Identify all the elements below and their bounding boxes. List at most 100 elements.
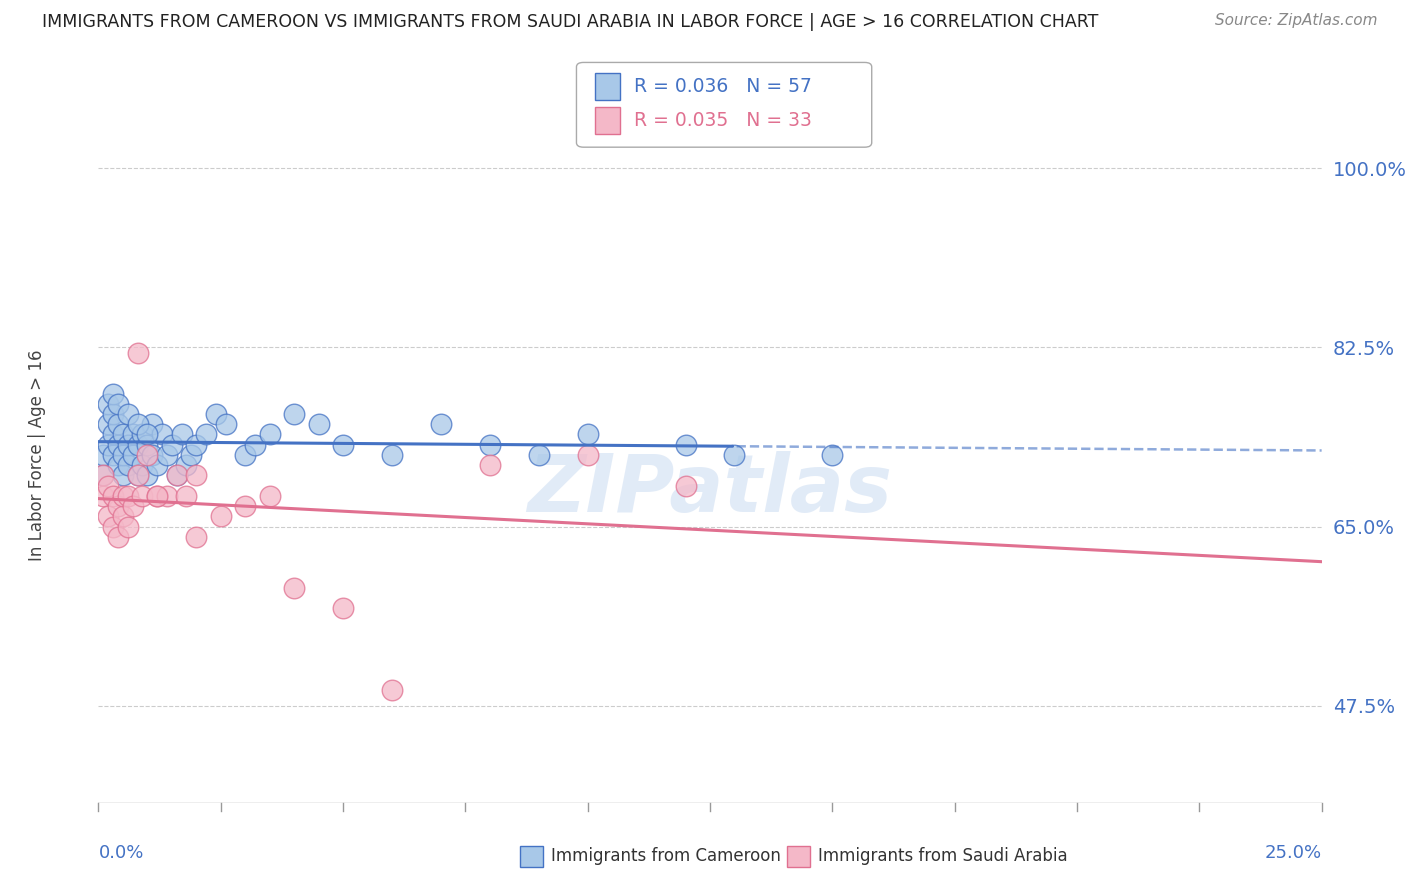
Point bbox=[186, 438, 208, 452]
Point bbox=[107, 458, 129, 472]
Point bbox=[156, 448, 179, 462]
Point bbox=[91, 448, 114, 462]
Point bbox=[821, 448, 844, 462]
Point bbox=[176, 458, 198, 472]
Point bbox=[156, 489, 179, 503]
Point bbox=[150, 427, 173, 442]
Point bbox=[576, 427, 599, 442]
Point bbox=[121, 499, 143, 513]
Point bbox=[97, 397, 120, 411]
Point bbox=[101, 386, 124, 401]
Point bbox=[283, 581, 305, 595]
Text: Source: ZipAtlas.com: Source: ZipAtlas.com bbox=[1215, 13, 1378, 29]
Point bbox=[101, 448, 124, 462]
Point bbox=[101, 519, 124, 533]
Point bbox=[259, 427, 281, 442]
Point bbox=[214, 417, 236, 432]
Point bbox=[97, 417, 120, 432]
Point bbox=[308, 417, 330, 432]
Text: 25.0%: 25.0% bbox=[1264, 844, 1322, 862]
Point bbox=[259, 489, 281, 503]
Point bbox=[136, 448, 159, 462]
Point bbox=[381, 683, 404, 698]
Point bbox=[176, 489, 198, 503]
Point bbox=[141, 448, 163, 462]
Point bbox=[127, 417, 149, 432]
Point bbox=[166, 468, 188, 483]
Point bbox=[146, 489, 169, 503]
Point bbox=[136, 468, 159, 483]
Point bbox=[332, 438, 354, 452]
Point bbox=[117, 458, 139, 472]
Point bbox=[111, 427, 134, 442]
Point bbox=[283, 407, 305, 421]
Point bbox=[101, 407, 124, 421]
Point bbox=[576, 448, 599, 462]
Point bbox=[117, 407, 139, 421]
Point bbox=[136, 427, 159, 442]
Point bbox=[117, 489, 139, 503]
Point bbox=[170, 427, 193, 442]
Point bbox=[205, 407, 228, 421]
Point bbox=[111, 489, 134, 503]
Point bbox=[91, 468, 114, 483]
Point bbox=[117, 438, 139, 452]
Point bbox=[91, 468, 114, 483]
Text: Immigrants from Saudi Arabia: Immigrants from Saudi Arabia bbox=[818, 847, 1069, 865]
Point bbox=[332, 601, 354, 615]
Point bbox=[675, 478, 697, 492]
Text: 0.0%: 0.0% bbox=[98, 844, 143, 862]
Point bbox=[127, 468, 149, 483]
Point bbox=[127, 345, 149, 359]
Point bbox=[131, 427, 153, 442]
Point bbox=[127, 468, 149, 483]
Text: In Labor Force | Age > 16: In Labor Force | Age > 16 bbox=[28, 349, 46, 561]
Point bbox=[107, 397, 129, 411]
Point bbox=[478, 458, 501, 472]
Point bbox=[121, 448, 143, 462]
Point bbox=[146, 458, 169, 472]
Point bbox=[107, 499, 129, 513]
Point bbox=[117, 519, 139, 533]
Point bbox=[166, 468, 188, 483]
Point bbox=[131, 489, 153, 503]
Point bbox=[186, 530, 208, 544]
Point bbox=[101, 489, 124, 503]
Point bbox=[233, 499, 256, 513]
Point bbox=[180, 448, 202, 462]
Text: ZIPatlas: ZIPatlas bbox=[527, 450, 893, 529]
Point bbox=[233, 448, 256, 462]
Text: IMMIGRANTS FROM CAMEROON VS IMMIGRANTS FROM SAUDI ARABIA IN LABOR FORCE | AGE > : IMMIGRANTS FROM CAMEROON VS IMMIGRANTS F… bbox=[42, 13, 1098, 31]
Point bbox=[186, 468, 208, 483]
Point bbox=[146, 489, 169, 503]
Point bbox=[97, 478, 120, 492]
Point bbox=[195, 427, 218, 442]
Point bbox=[127, 438, 149, 452]
Point bbox=[723, 448, 745, 462]
Point bbox=[478, 438, 501, 452]
Point bbox=[430, 417, 453, 432]
Point bbox=[381, 448, 404, 462]
Point bbox=[111, 509, 134, 524]
Point bbox=[160, 438, 183, 452]
Text: Immigrants from Cameroon: Immigrants from Cameroon bbox=[551, 847, 780, 865]
Point bbox=[243, 438, 266, 452]
Point bbox=[111, 448, 134, 462]
Text: R = 0.035   N = 33: R = 0.035 N = 33 bbox=[634, 111, 813, 130]
Point bbox=[97, 438, 120, 452]
Point bbox=[675, 438, 697, 452]
Point bbox=[527, 448, 550, 462]
Point bbox=[131, 458, 153, 472]
Point bbox=[107, 530, 129, 544]
Point bbox=[97, 509, 120, 524]
Point bbox=[107, 438, 129, 452]
Point bbox=[91, 489, 114, 503]
Point bbox=[136, 438, 159, 452]
Text: R = 0.036   N = 57: R = 0.036 N = 57 bbox=[634, 77, 813, 96]
Point bbox=[111, 468, 134, 483]
Point bbox=[209, 509, 232, 524]
Point bbox=[101, 427, 124, 442]
Point bbox=[107, 417, 129, 432]
Point bbox=[121, 427, 143, 442]
Point bbox=[141, 417, 163, 432]
